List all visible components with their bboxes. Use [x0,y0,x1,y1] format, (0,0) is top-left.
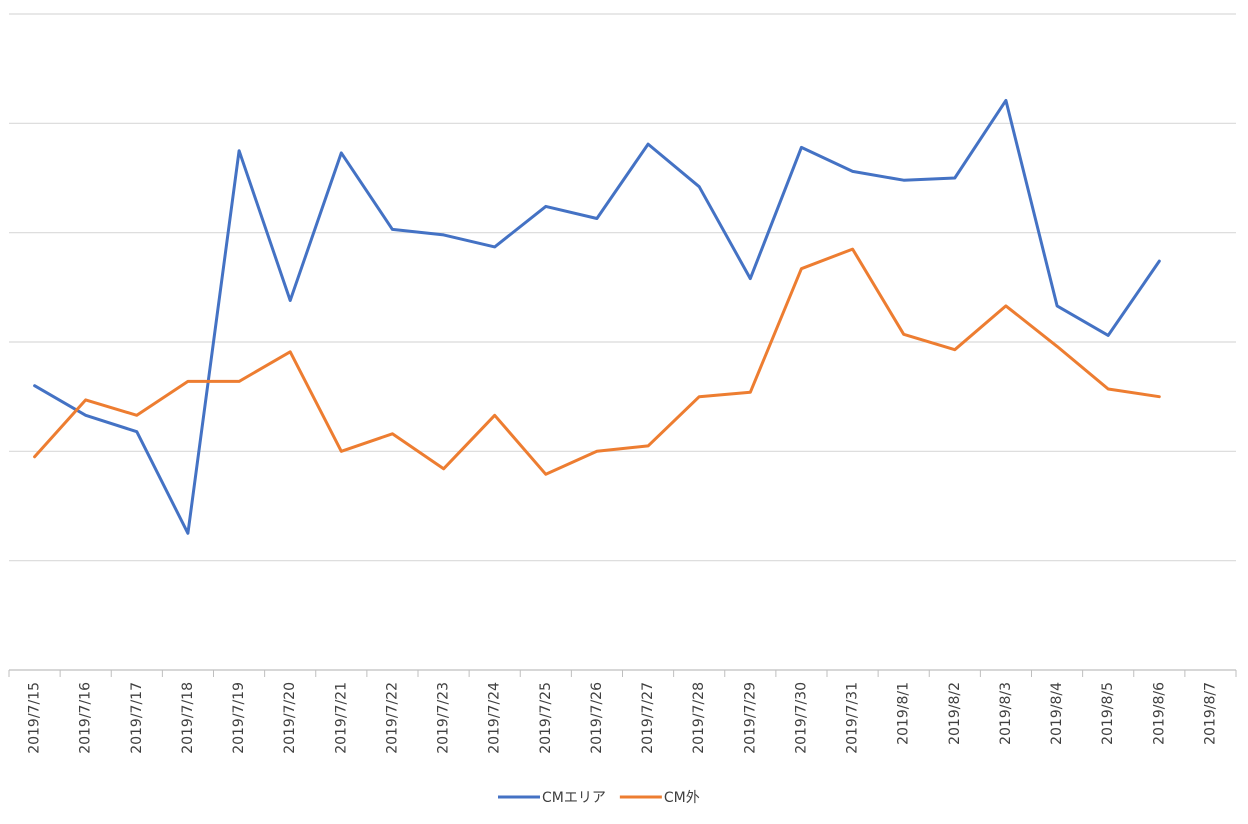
legend[interactable]: CMエリア CM外 [498,790,700,806]
x-tick-label: 2019/8/2 [947,682,963,745]
x-tick-label: 2019/7/18 [180,682,196,754]
x-tick-label: 2019/8/6 [1151,682,1167,745]
x-tick-label: 2019/7/21 [333,682,349,754]
series-lines [33,98,1161,535]
x-tick-label: 2019/7/27 [640,682,656,754]
x-tick-label: 2019/7/30 [793,682,809,754]
x-tick-label: 2019/7/16 [78,682,94,754]
x-tick-label: 2019/7/22 [384,682,400,754]
x-tick-label: 2019/7/26 [589,682,605,754]
x-tick-label: 2019/8/1 [896,682,912,745]
x-tick-label: 2019/7/28 [691,682,707,754]
series-line-1 [33,98,1161,535]
series-line-2 [33,247,1161,476]
x-tick-label: 2019/7/29 [742,682,758,754]
x-tick-label: 2019/8/7 [1202,682,1218,745]
x-axis: 2019/7/15 2019/7/16 2019/7/17 2019/7/18 2019… [8,669,1237,754]
x-tick-label: 2019/8/5 [1100,682,1116,745]
x-tick-label: 2019/7/19 [231,682,247,754]
legend-label: CMエリア [542,790,606,806]
x-tick-label: 2019/8/4 [1049,682,1065,745]
x-tick-label: 2019/7/17 [129,682,145,754]
legend-item-2[interactable]: CM外 [619,790,700,806]
x-tick-label: 2019/7/24 [487,682,503,754]
x-tick-label: 2019/7/25 [538,682,554,754]
x-tick-label: 2019/8/3 [998,682,1014,745]
x-tick-label: 2019/7/20 [282,682,298,754]
legend-label: CM外 [664,790,700,806]
x-tick-label: 2019/7/31 [845,682,861,754]
legend-item-1[interactable]: CMエリア [498,790,606,806]
x-tick-label: 2019/7/23 [436,682,452,754]
x-tick-label: 2019/7/15 [27,682,43,754]
